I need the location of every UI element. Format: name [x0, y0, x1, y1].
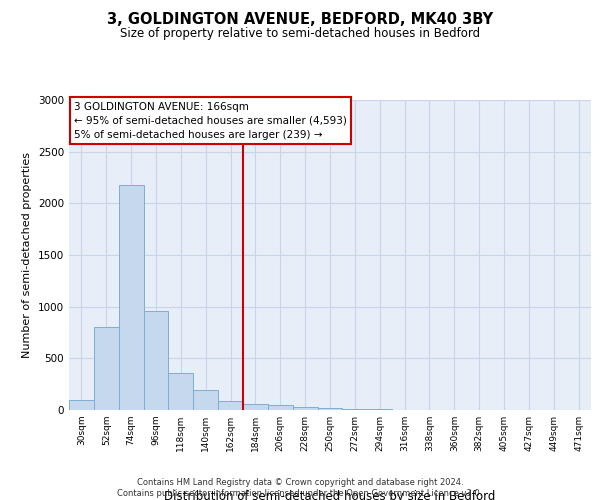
Bar	[94, 328, 119, 410]
Bar	[218, 400, 243, 410]
Bar	[69, 400, 94, 410]
Text: 3 GOLDINGTON AVENUE: 166sqm
← 95% of semi-detached houses are smaller (4,593)
5%: 3 GOLDINGTON AVENUE: 166sqm ← 95% of sem…	[74, 102, 347, 140]
Y-axis label: Number of semi-detached properties: Number of semi-detached properties	[22, 152, 32, 358]
X-axis label: Distribution of semi-detached houses by size in Bedford: Distribution of semi-detached houses by …	[164, 490, 496, 500]
Bar	[268, 406, 293, 410]
Bar	[143, 311, 169, 410]
Bar	[343, 409, 367, 410]
Bar	[293, 407, 317, 410]
Bar	[169, 374, 193, 410]
Bar	[317, 408, 343, 410]
Text: Contains HM Land Registry data © Crown copyright and database right 2024.
Contai: Contains HM Land Registry data © Crown c…	[118, 478, 482, 498]
Text: 3, GOLDINGTON AVENUE, BEDFORD, MK40 3BY: 3, GOLDINGTON AVENUE, BEDFORD, MK40 3BY	[107, 12, 493, 28]
Bar	[119, 184, 143, 410]
Bar	[243, 404, 268, 410]
Text: Size of property relative to semi-detached houses in Bedford: Size of property relative to semi-detach…	[120, 28, 480, 40]
Bar	[193, 390, 218, 410]
